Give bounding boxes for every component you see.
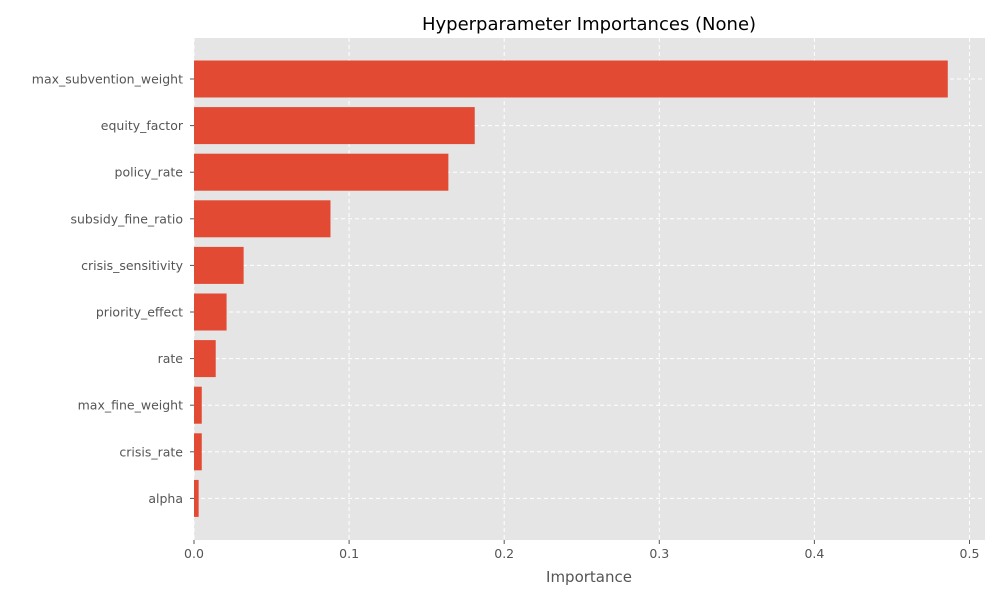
y-tick-label: max_subvention_weight	[32, 72, 183, 87]
bar-max-fine-weight	[194, 386, 202, 424]
bar-rate	[194, 340, 216, 378]
x-tick-label: 0.5	[960, 546, 980, 561]
bar-crisis-rate	[194, 433, 202, 471]
bar-alpha	[194, 479, 199, 517]
x-tick-label: 0.1	[339, 546, 359, 561]
x-axis-label: Importance	[546, 568, 632, 586]
y-tick-label: alpha	[148, 491, 183, 506]
y-tick-label: crisis_sensitivity	[81, 258, 183, 273]
y-tick-label: priority_effect	[96, 305, 183, 320]
x-tick-label: 0.4	[804, 546, 824, 561]
chart-title: Hyperparameter Importances (None)	[422, 14, 756, 35]
bar-subsidy-fine-ratio	[194, 200, 331, 238]
bars	[194, 60, 948, 517]
y-axis-ticks: max_subvention_weight equity_factorpolicy…	[32, 72, 194, 506]
x-tick-label: 0.3	[649, 546, 669, 561]
y-tick-label: max_fine_weight	[78, 398, 183, 413]
y-tick-label: policy_rate	[115, 165, 184, 180]
x-tick-label: 0.2	[494, 546, 514, 561]
bar-policy-rate	[194, 153, 449, 191]
x-axis-ticks: 0.0 0.1 0.2 0.3 0.4 0.5	[184, 540, 979, 561]
y-tick-label: rate	[158, 351, 184, 366]
y-tick-label: equity_factor	[101, 118, 184, 133]
bar-equity-factor	[194, 107, 475, 145]
x-tick-label: 0.0	[184, 546, 204, 561]
y-tick-label: subsidy_fine_ratio	[71, 211, 184, 226]
bar-max-subvention-weight	[194, 60, 948, 98]
bar-crisis-sensitivity	[194, 246, 244, 284]
y-tick-label: crisis_rate	[119, 444, 183, 459]
bar-priority-effect	[194, 293, 227, 331]
